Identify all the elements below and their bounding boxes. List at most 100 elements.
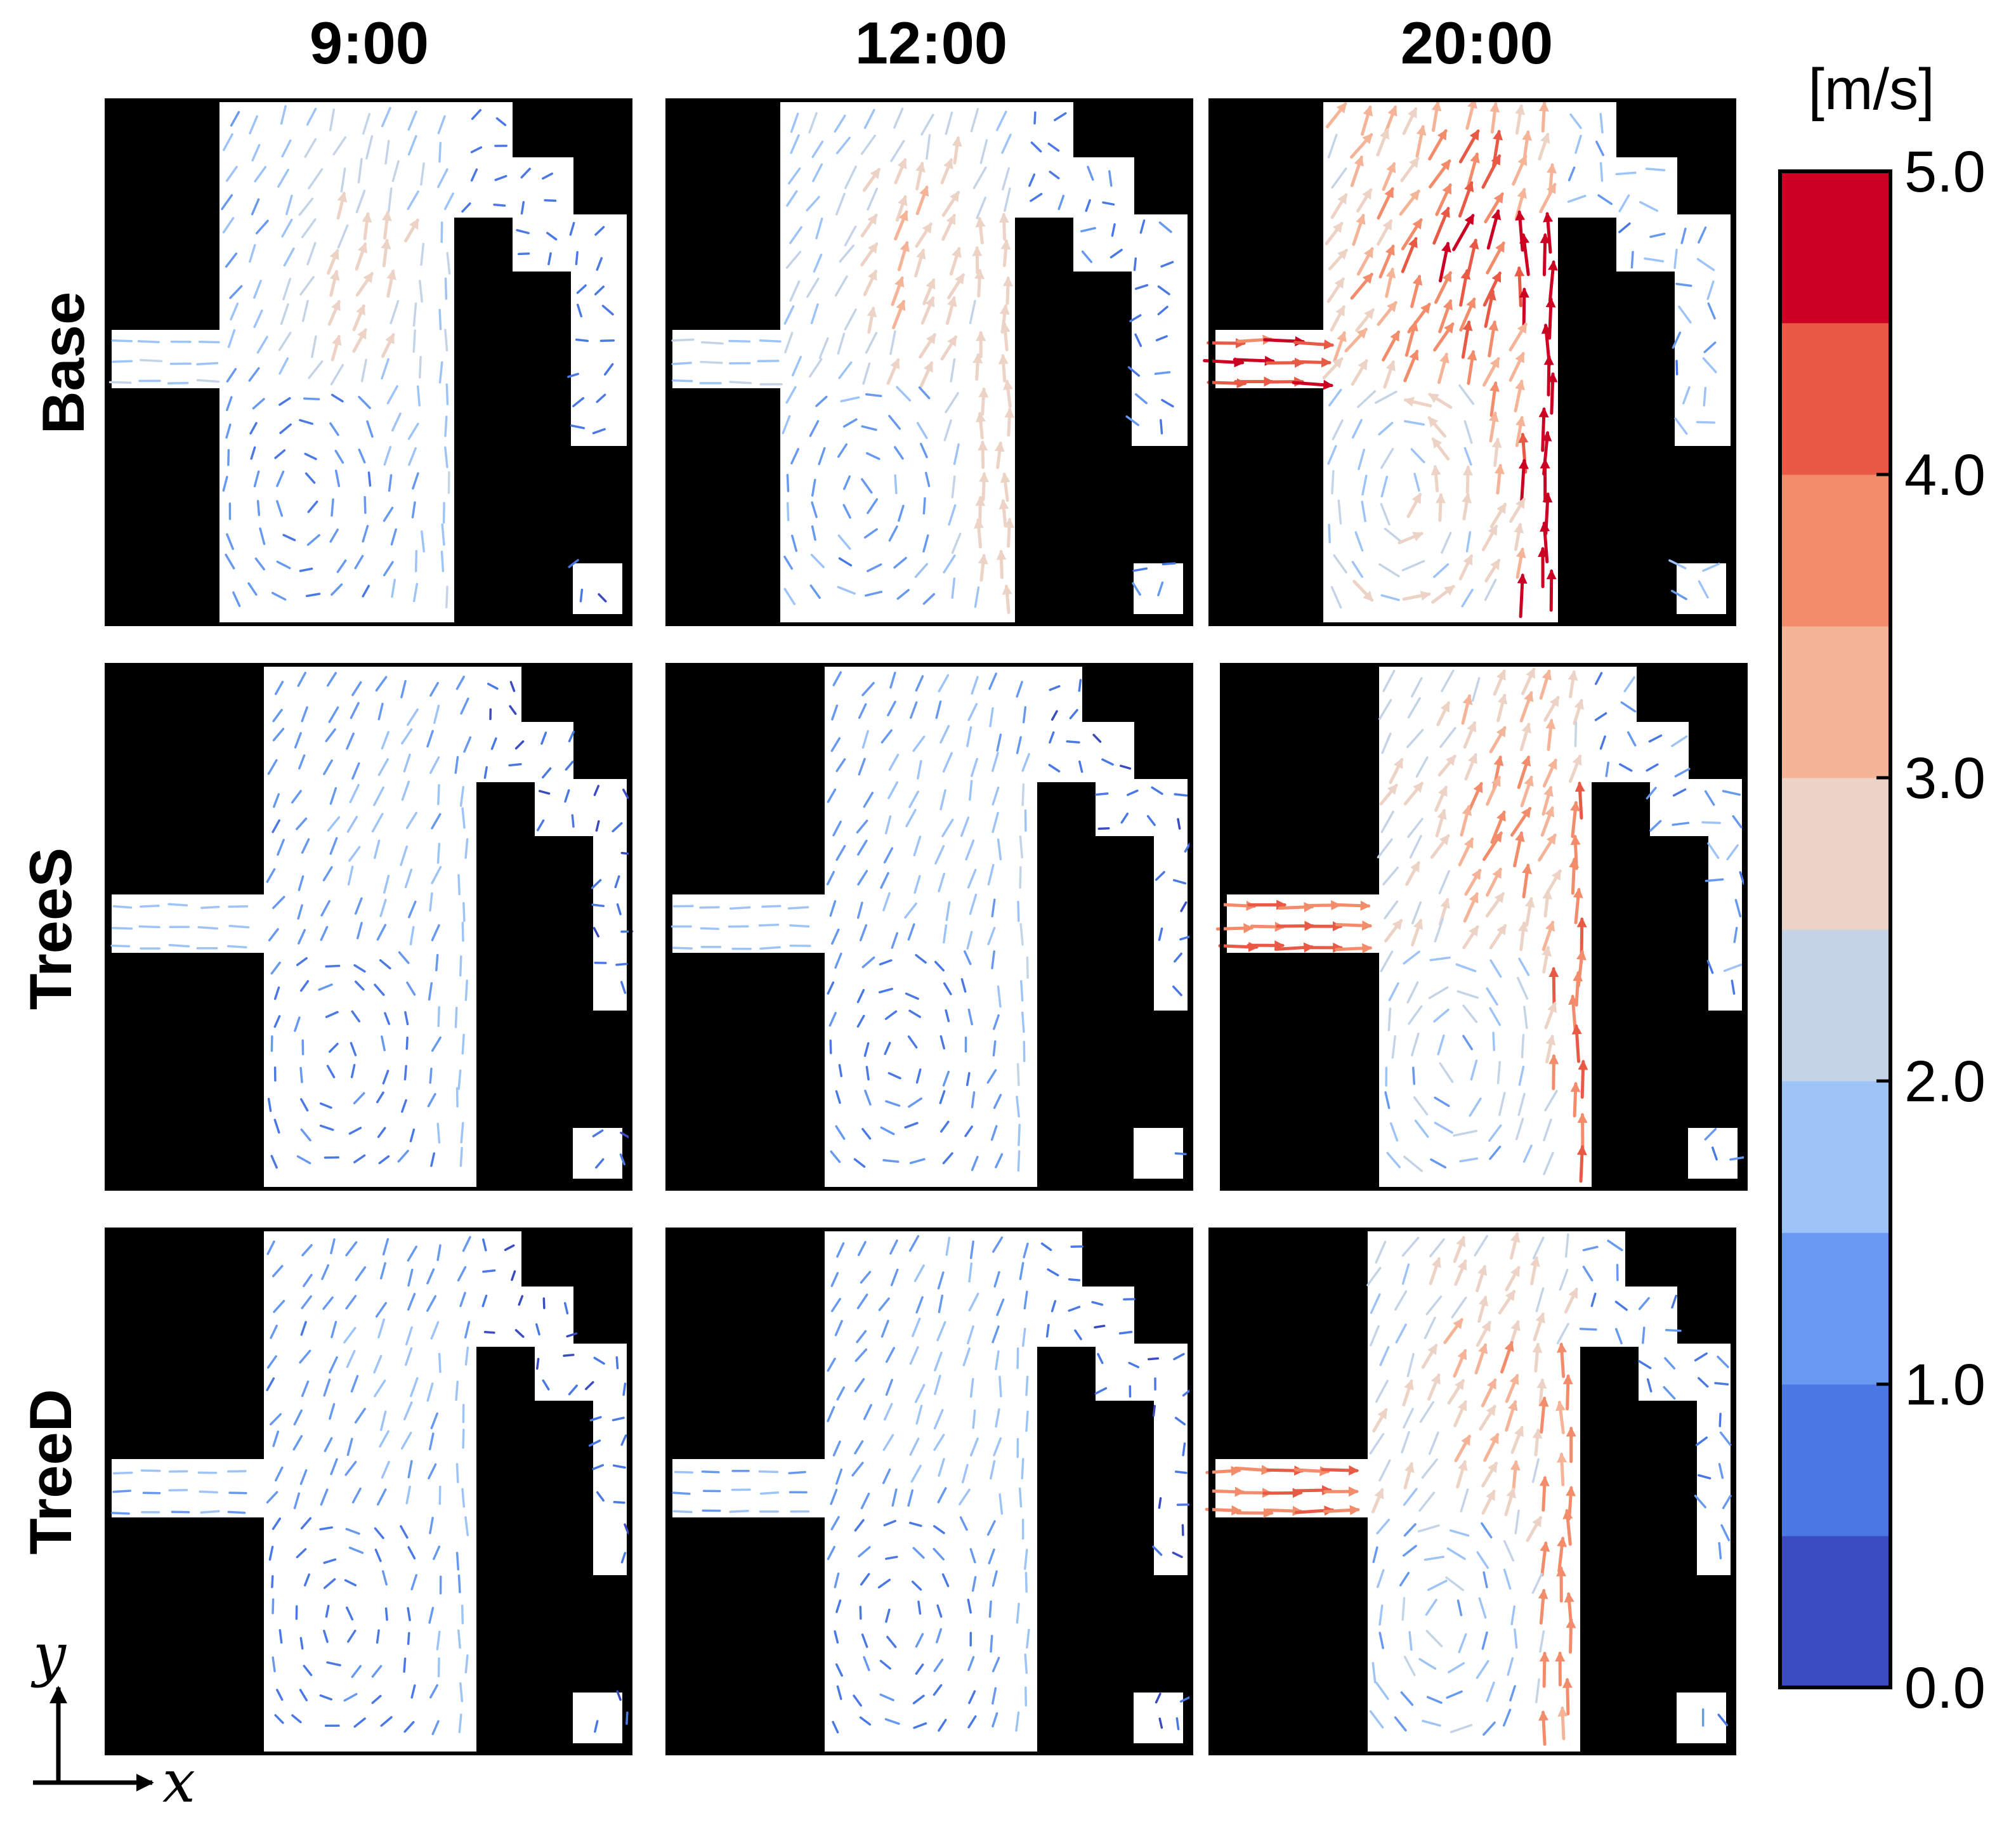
wind-vector [1108, 170, 1113, 187]
wind-vector [1018, 1487, 1023, 1508]
wind-vector [272, 896, 285, 909]
wind-vector [270, 961, 281, 975]
wind-vector [1026, 1628, 1030, 1649]
wind-vector [401, 1099, 407, 1113]
wind-vector [1429, 159, 1451, 188]
wind-vector [1505, 1373, 1519, 1403]
wind-vector [1674, 417, 1688, 435]
wind-vector [355, 189, 366, 214]
wind-vector [835, 844, 846, 861]
wind-vector [972, 353, 983, 381]
wind-vector [229, 285, 243, 299]
wind-vector [225, 166, 238, 182]
wind-vector [860, 213, 878, 238]
wind-vector [1369, 1432, 1385, 1455]
wind-vector [1476, 1660, 1489, 1679]
wind-vector [1400, 1691, 1414, 1706]
wind-vector [346, 1349, 356, 1368]
wind-vector [358, 396, 371, 409]
wind-vector [1333, 554, 1347, 573]
wind-vector [1430, 1158, 1447, 1169]
wind-vector [1541, 945, 1552, 974]
wind-vector [789, 226, 802, 244]
wind-vector [329, 528, 339, 543]
building [1210, 1517, 1368, 1753]
x-axis-label: x [162, 1748, 195, 1816]
wind-vector [274, 449, 286, 459]
wind-vector [1397, 532, 1424, 544]
wind-vector [481, 1294, 488, 1307]
wind-vector [1703, 341, 1717, 353]
wind-vector [967, 1325, 974, 1345]
panel-trees-1200 [665, 663, 1193, 1191]
wind-vector [838, 1064, 843, 1077]
wind-vector [414, 549, 418, 572]
wind-vector [483, 1331, 495, 1334]
wind-vector [1489, 959, 1502, 978]
wind-vector [1557, 1706, 1568, 1741]
wind-vector [994, 441, 1005, 469]
wind-vector [790, 448, 799, 465]
wind-vector [1358, 449, 1366, 471]
wind-vector [1411, 1032, 1420, 1057]
wind-vector [1545, 718, 1556, 751]
wind-vector [1514, 522, 1524, 551]
wind-vector [344, 1460, 357, 1476]
wind-vector [272, 1656, 276, 1673]
wind-vector [1523, 1005, 1528, 1029]
wind-vector [867, 306, 877, 334]
wind-vector [301, 218, 317, 239]
wind-vector [1441, 532, 1452, 554]
wind-vector [542, 1379, 550, 1391]
wind-vector [1407, 818, 1424, 838]
wind-vector [853, 1158, 866, 1168]
wind-vector [1555, 1400, 1566, 1434]
wind-vector [1418, 1491, 1436, 1512]
wind-vector [1707, 302, 1716, 320]
wind-vector [270, 1325, 278, 1339]
wind-vector [884, 1403, 893, 1421]
wind-vector [968, 1690, 976, 1705]
wind-vector [420, 162, 425, 186]
wind-vector [108, 381, 132, 384]
wind-vector [917, 1601, 922, 1615]
wind-vector [993, 1271, 1000, 1288]
wind-vector [1718, 1542, 1722, 1560]
wind-vector [303, 1665, 313, 1677]
wind-vector [1384, 527, 1403, 543]
wind-vector [896, 589, 910, 600]
wind-vector [1158, 927, 1163, 941]
wind-vector [974, 586, 980, 608]
building [1037, 782, 1096, 1189]
wind-vector [1455, 963, 1477, 972]
wind-vector [251, 143, 261, 162]
wind-vector [1155, 1693, 1162, 1704]
wind-vector [1433, 322, 1455, 352]
wind-vector [323, 1578, 336, 1589]
building [107, 953, 264, 1189]
wind-vector [1723, 964, 1743, 972]
wind-vector [1493, 669, 1506, 696]
building [667, 1229, 825, 1459]
wind-vector [1132, 567, 1148, 572]
wind-vector [880, 872, 889, 889]
wind-vector [1694, 1495, 1706, 1509]
wind-vector [860, 1573, 870, 1586]
wind-vector [1380, 502, 1391, 526]
wind-vector [227, 329, 236, 348]
wind-vector [1518, 459, 1529, 504]
wind-vector [1489, 1145, 1502, 1160]
wind-vector [1173, 1352, 1185, 1361]
wind-vector [1028, 173, 1036, 187]
wind-vector [1503, 1540, 1515, 1562]
wind-vector [1717, 1355, 1729, 1368]
wind-vector [345, 1241, 358, 1257]
wind-vector [790, 112, 799, 133]
wind-vector [878, 1297, 890, 1311]
wind-vector [1395, 1323, 1407, 1344]
wind-vector [436, 1244, 442, 1261]
wind-vector [879, 1693, 894, 1701]
wind-vector [1571, 1024, 1582, 1063]
wind-vector [892, 299, 906, 330]
wind-vector [270, 1155, 278, 1169]
